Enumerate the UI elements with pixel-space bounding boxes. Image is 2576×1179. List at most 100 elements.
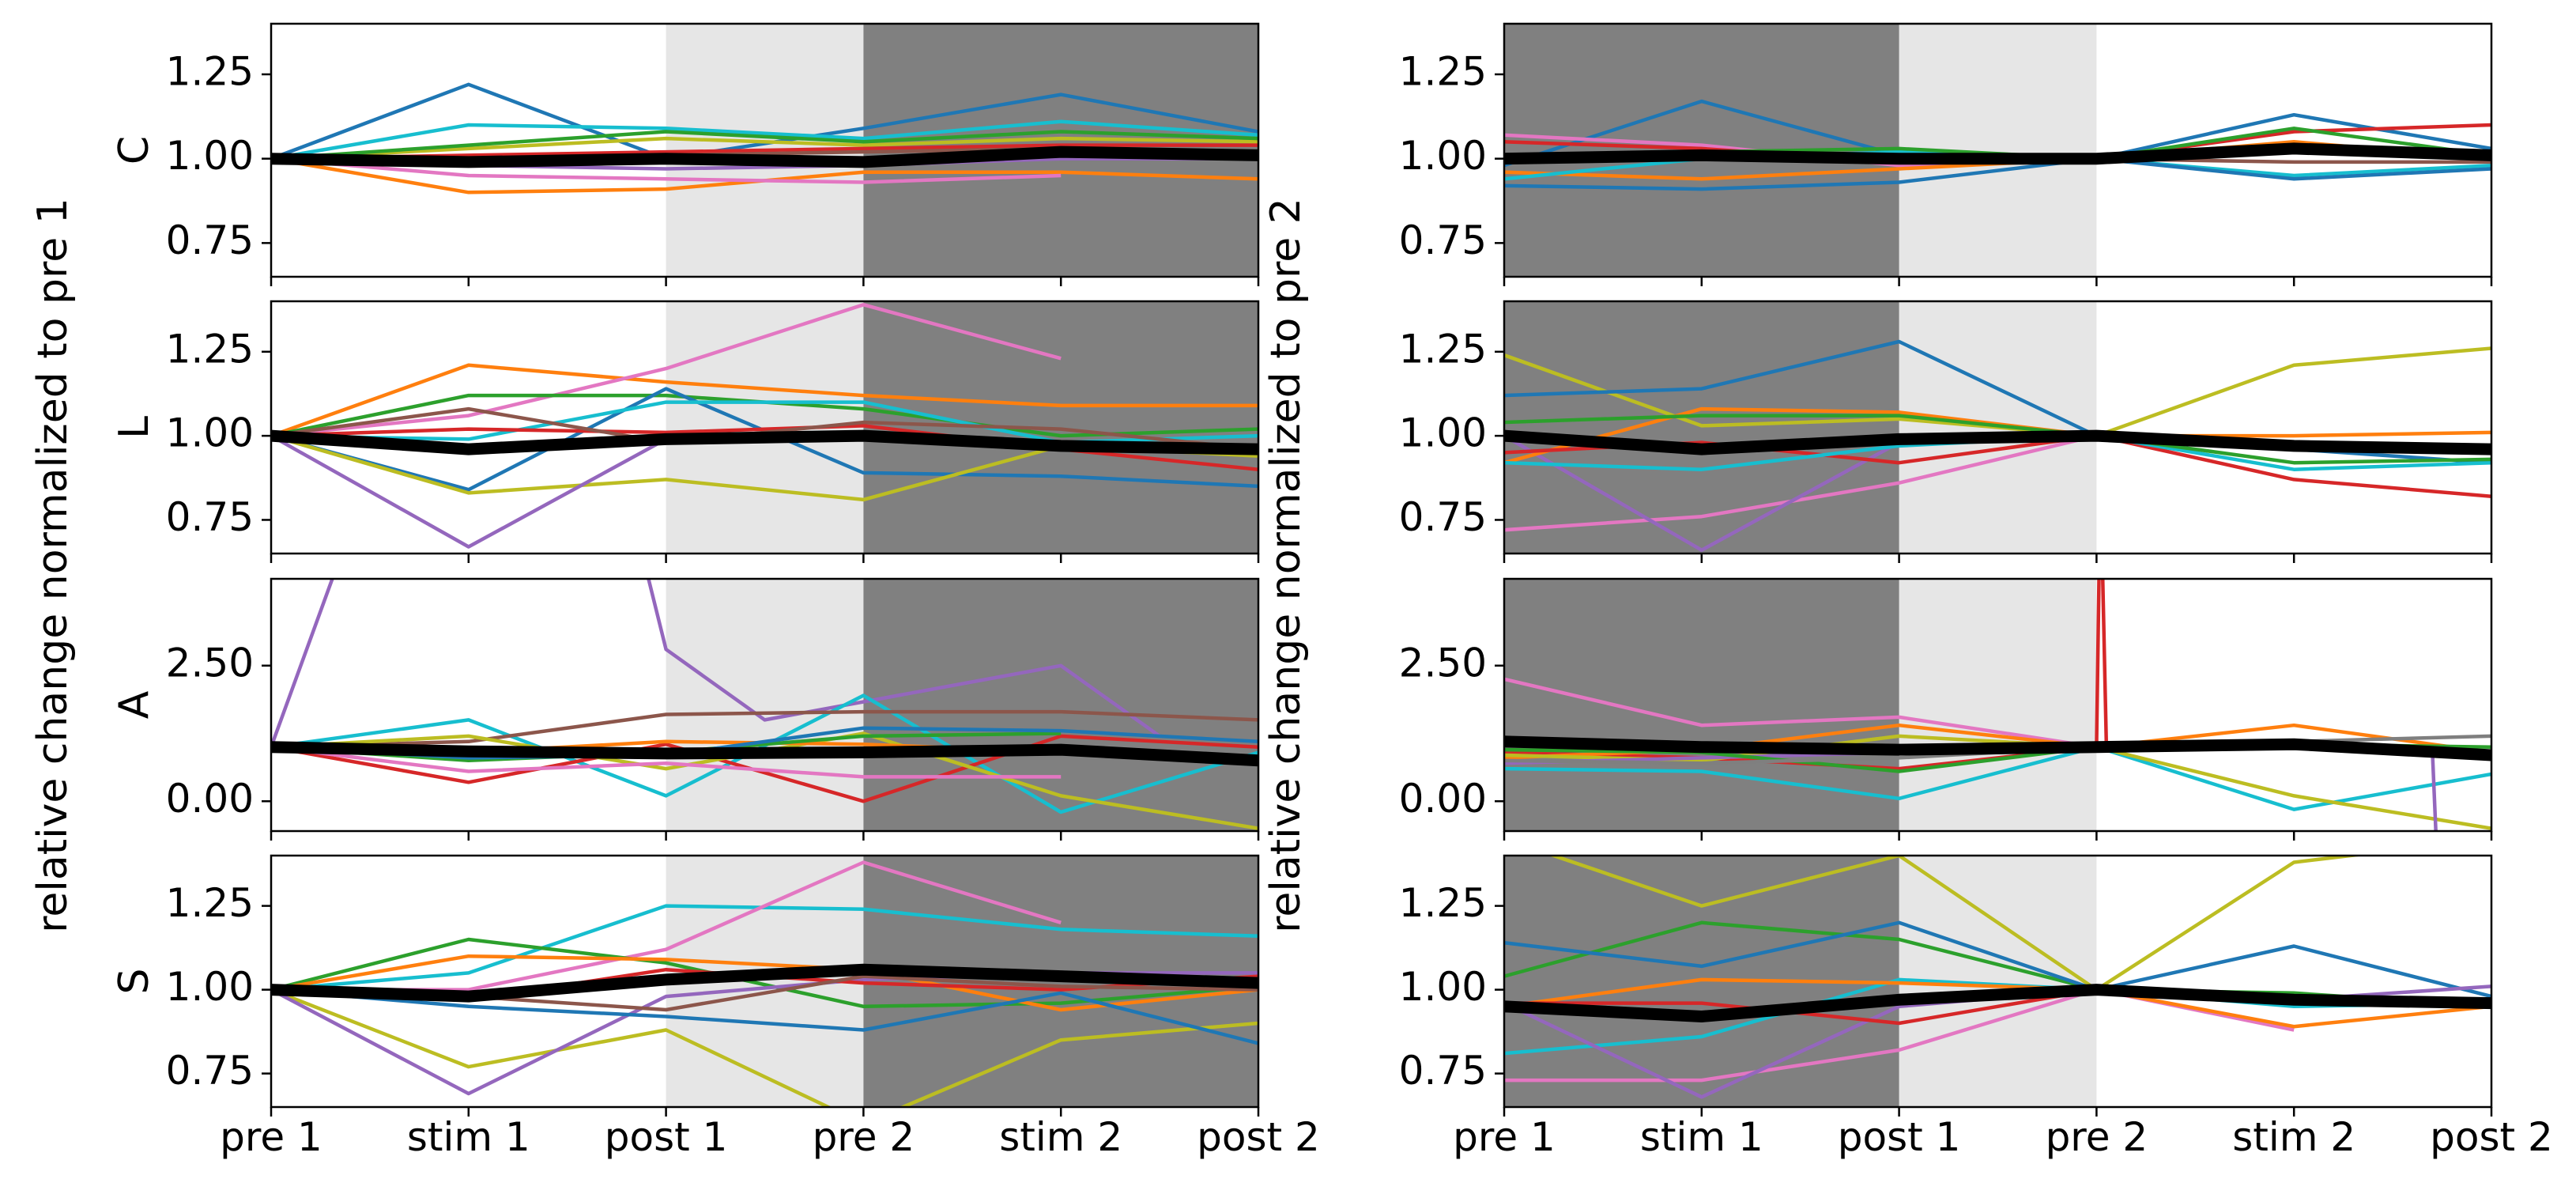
- mean-line: [271, 145, 1258, 168]
- y-tick-label: 0.75: [1399, 217, 1487, 263]
- series-group: [1504, 99, 2491, 191]
- series-line-2: [271, 119, 1258, 161]
- series-line-4: [271, 734, 1258, 803]
- y-tick-label: 0.75: [166, 1048, 254, 1094]
- x-tick-label: stim 2: [999, 1114, 1122, 1160]
- y-tick-label: 1.00: [166, 964, 254, 1010]
- mean-line: [1504, 429, 2491, 455]
- series-line-4: [271, 157, 1062, 184]
- series-line-3: [1504, 920, 2491, 999]
- series-group: [1504, 856, 2491, 1099]
- y-tick-label: 1.25: [166, 880, 254, 926]
- x-tick-label: post 2: [1197, 1114, 1320, 1160]
- axes-frame: [270, 577, 1260, 833]
- x-tick-label: stim 2: [2232, 1114, 2355, 1160]
- series-group: [1504, 579, 2491, 831]
- series-line-1: [271, 579, 1161, 748]
- subplot-row-2: 0.75 1.00 1.25: [1399, 300, 2493, 563]
- series-line-6: [1504, 977, 2491, 1029]
- row-label: L: [111, 416, 158, 439]
- series-line-8: [1504, 157, 2491, 191]
- y-tick-label: 1.00: [1399, 410, 1487, 456]
- y-tick-label: 0.75: [1399, 1048, 1487, 1094]
- axes-frame: [270, 22, 1260, 278]
- series-line-7: [271, 988, 1258, 1045]
- y-tick-label: 0.75: [166, 217, 254, 263]
- y-tick-label: 1.25: [166, 326, 254, 372]
- y-tick-label: 2.50: [1399, 640, 1487, 686]
- subplot-row-1: 0.75 1.00 1.25: [1399, 22, 2493, 286]
- subplot-row-3: 0.00 2.50: [1399, 577, 2493, 841]
- series-line-8: [1504, 414, 2491, 465]
- subplot-S: 0.75 1.00 1.25 S: [111, 854, 1260, 1117]
- series-line-4: [271, 954, 1258, 1012]
- series-line-6: [271, 130, 1258, 161]
- shade-light: [666, 579, 864, 831]
- y-tick-label: 1.25: [166, 49, 254, 95]
- y-axis-label: relative change normalized to pre 1: [29, 198, 77, 933]
- subplot-C: 0.75 1.00 1.25 C: [111, 22, 1260, 286]
- x-tick-label: stim 1: [407, 1114, 530, 1160]
- series-line-7: [271, 745, 1062, 779]
- y-tick-label: 0.00: [1399, 776, 1487, 822]
- y-tick-label: 1.25: [1399, 49, 1487, 95]
- panel-right: relative change normalized to pre 2 0.75 1…: [1262, 22, 2553, 1160]
- series-line-1: [1548, 856, 2366, 992]
- x-tick-label: post 2: [2430, 1114, 2553, 1160]
- row-label: C: [111, 136, 158, 164]
- row-label: S: [111, 968, 158, 994]
- series-line-8: [271, 424, 1258, 471]
- y-tick-label: 1.00: [166, 410, 254, 456]
- shade-light: [1899, 579, 2097, 831]
- y-tick-label: 1.25: [1399, 880, 1487, 926]
- panels: relative change normalized to pre 1 0.75 1…: [29, 22, 2553, 1160]
- row-label: A: [111, 690, 158, 719]
- series-line-3: [271, 709, 1258, 749]
- x-tick-label: pre 1: [1453, 1114, 1556, 1160]
- mean-line: [1504, 735, 2491, 761]
- panel-left: relative change normalized to pre 1 0.75 1…: [29, 22, 1320, 1160]
- series-group: [1504, 339, 2491, 552]
- mean-line: [271, 429, 1258, 455]
- axes-frame: [270, 300, 1260, 555]
- series-group: [271, 860, 1258, 1107]
- axes-frame: [1503, 300, 2493, 555]
- x-tick-label: pre 2: [2046, 1114, 2148, 1160]
- mean-line: [1504, 984, 2491, 1022]
- y-tick-label: 1.25: [1399, 326, 1487, 372]
- shade-dark: [1504, 579, 1899, 831]
- y-tick-label: 1.00: [1399, 133, 1487, 179]
- y-tick-label: 1.00: [1399, 964, 1487, 1010]
- y-tick-label: 1.00: [166, 133, 254, 179]
- series-line-1: [1504, 677, 2097, 749]
- series-line-2: [271, 303, 1062, 438]
- x-tick-label: post 1: [605, 1114, 728, 1160]
- series-group: [271, 82, 1258, 195]
- series-group: [271, 303, 1258, 549]
- mean-line: [271, 741, 1258, 767]
- axes-frame: [1503, 22, 2493, 278]
- series-line-5: [271, 136, 1258, 161]
- series-group: [271, 579, 1258, 830]
- y-tick-label: 0.00: [166, 776, 254, 822]
- series-line-4: [1504, 745, 2491, 811]
- y-tick-label: 2.50: [166, 640, 254, 686]
- x-tick-label: post 1: [1838, 1114, 1961, 1160]
- series-line-1: [271, 363, 1258, 438]
- y-tick-label: 0.75: [1399, 494, 1487, 540]
- mean-line: [1504, 142, 2491, 165]
- mean-line: [271, 963, 1258, 1003]
- series-line-5: [271, 988, 1258, 1107]
- subplot-L: 0.75 1.00 1.25 L: [111, 300, 1260, 563]
- axes-frame: [270, 854, 1260, 1109]
- x-tick-label: stim 1: [1640, 1114, 1763, 1160]
- axes-frame: [1503, 577, 2493, 833]
- x-tick-label: pre 2: [813, 1114, 915, 1160]
- x-tick-label: pre 1: [220, 1114, 322, 1160]
- axes-frame: [1503, 854, 2493, 1109]
- subplot-A: 0.00 2.50 A: [111, 577, 1260, 841]
- y-tick-label: 0.75: [166, 494, 254, 540]
- shade-dark: [863, 579, 1258, 831]
- y-axis-label: relative change normalized to pre 2: [1262, 198, 1310, 933]
